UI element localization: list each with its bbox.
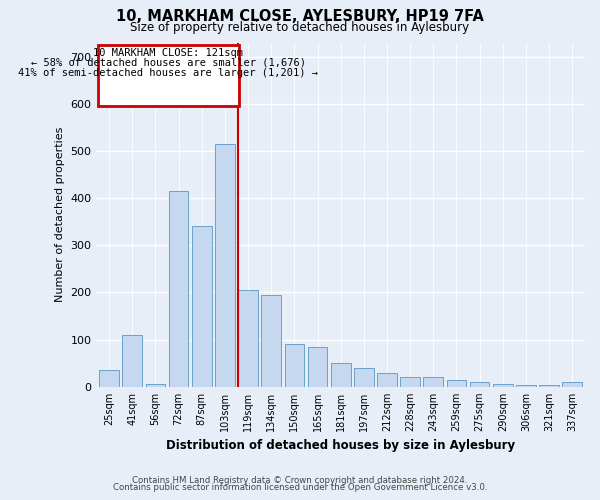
Bar	[539, 386, 559, 387]
Bar	[100, 370, 119, 387]
Text: Size of property relative to detached houses in Aylesbury: Size of property relative to detached ho…	[130, 21, 470, 34]
Bar	[424, 378, 443, 387]
Text: ← 58% of detached houses are smaller (1,676): ← 58% of detached houses are smaller (1,…	[31, 58, 306, 68]
Bar	[215, 144, 235, 387]
FancyBboxPatch shape	[98, 45, 239, 106]
Bar	[446, 380, 466, 387]
Bar	[400, 378, 420, 387]
Bar	[377, 372, 397, 387]
Bar	[284, 344, 304, 387]
Bar	[238, 290, 258, 387]
X-axis label: Distribution of detached houses by size in Aylesbury: Distribution of detached houses by size …	[166, 440, 515, 452]
Text: 41% of semi-detached houses are larger (1,201) →: 41% of semi-detached houses are larger (…	[19, 68, 319, 78]
Text: Contains HM Land Registry data © Crown copyright and database right 2024.: Contains HM Land Registry data © Crown c…	[132, 476, 468, 485]
Text: Contains public sector information licensed under the Open Government Licence v3: Contains public sector information licen…	[113, 484, 487, 492]
Bar	[146, 384, 165, 387]
Bar	[562, 382, 582, 387]
Bar	[169, 191, 188, 387]
Bar	[308, 346, 328, 387]
Bar	[493, 384, 512, 387]
Bar	[331, 363, 350, 387]
Text: 10 MARKHAM CLOSE: 121sqm: 10 MARKHAM CLOSE: 121sqm	[94, 48, 244, 58]
Bar	[354, 368, 374, 387]
Bar	[122, 335, 142, 387]
Text: 10, MARKHAM CLOSE, AYLESBURY, HP19 7FA: 10, MARKHAM CLOSE, AYLESBURY, HP19 7FA	[116, 9, 484, 24]
Bar	[516, 386, 536, 387]
Y-axis label: Number of detached properties: Number of detached properties	[55, 127, 65, 302]
Bar	[262, 295, 281, 387]
Bar	[470, 382, 490, 387]
Bar	[192, 226, 212, 387]
